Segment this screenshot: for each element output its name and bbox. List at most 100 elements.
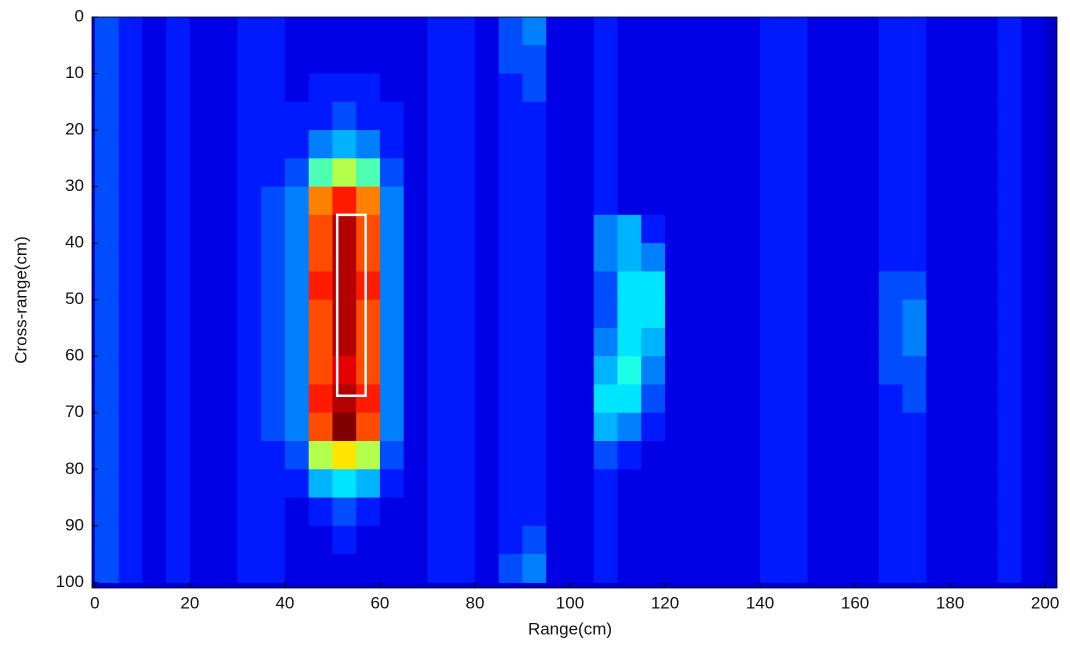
heatmap-cell xyxy=(926,243,951,273)
heatmap-cell xyxy=(522,186,547,216)
heatmap-cell xyxy=(189,101,215,131)
heatmap-cell xyxy=(213,17,238,46)
heatmap-cell xyxy=(973,384,999,414)
y-tick-label: 0 xyxy=(75,6,84,25)
heatmap-cell xyxy=(522,101,547,131)
heatmap-cell xyxy=(308,73,334,103)
heatmap-cell xyxy=(688,130,714,159)
heatmap-cell xyxy=(427,299,452,329)
heatmap-cell xyxy=(213,73,238,103)
heatmap-cell xyxy=(641,497,666,527)
heatmap-cell xyxy=(166,412,191,442)
heatmap-cell xyxy=(997,299,1022,329)
heatmap-cell xyxy=(522,130,547,159)
heatmap-cell xyxy=(569,554,595,583)
heatmap-cell xyxy=(379,17,405,46)
heatmap-cell xyxy=(1021,554,1046,583)
heatmap-cell xyxy=(94,384,120,414)
heatmap-cell xyxy=(902,130,927,159)
heatmap-cell xyxy=(356,469,381,499)
heatmap-cell xyxy=(688,214,714,244)
heatmap-cell xyxy=(926,525,951,555)
heatmap-cell xyxy=(332,412,357,442)
heatmap-cell xyxy=(641,271,666,301)
heatmap-cell xyxy=(997,17,1022,46)
heatmap-cell xyxy=(973,299,999,329)
heatmap-cell xyxy=(665,356,690,386)
heatmap-cell xyxy=(427,17,452,46)
heatmap-cell xyxy=(641,469,666,499)
heatmap-cell xyxy=(878,356,904,386)
heatmap-cell xyxy=(451,243,476,273)
heatmap-cell xyxy=(94,73,120,103)
heatmap-cell xyxy=(379,186,405,216)
heatmap-cell xyxy=(997,554,1022,583)
heatmap-cell xyxy=(712,469,737,499)
heatmap-cell xyxy=(831,356,856,386)
heatmap-cell xyxy=(498,101,524,131)
heatmap-cell xyxy=(950,214,975,244)
heatmap-cell xyxy=(142,101,167,131)
heatmap-cell xyxy=(760,441,785,470)
heatmap-cell xyxy=(94,525,120,555)
heatmap-cell xyxy=(1021,186,1046,216)
heatmap-cell xyxy=(237,73,262,103)
heatmap-cell xyxy=(807,101,832,131)
heatmap-cell xyxy=(213,186,238,216)
heatmap-cell xyxy=(94,243,120,273)
heatmap-cell xyxy=(807,130,832,159)
heatmap-cell xyxy=(665,214,690,244)
heatmap-cell xyxy=(308,101,334,131)
heatmap-cell xyxy=(997,441,1022,470)
heatmap-cell xyxy=(926,158,951,188)
heatmap-cell xyxy=(665,45,690,75)
heatmap-cell xyxy=(736,186,761,216)
heatmap-cell xyxy=(474,271,500,301)
heatmap-cell xyxy=(926,384,951,414)
heatmap-cell xyxy=(950,469,975,499)
heatmap-cell xyxy=(213,243,238,273)
heatmap-cell xyxy=(973,45,999,75)
heatmap-cell xyxy=(237,186,262,216)
heatmap-cell xyxy=(569,299,595,329)
heatmap-cell xyxy=(855,412,880,442)
heatmap-cell xyxy=(807,525,832,555)
heatmap-cell xyxy=(665,497,690,527)
heatmap-cell xyxy=(569,271,595,301)
heatmap-cell xyxy=(688,469,714,499)
heatmap-cell xyxy=(356,186,381,216)
heatmap-cell xyxy=(498,158,524,188)
heatmap-cell xyxy=(237,412,262,442)
heatmap-cell xyxy=(213,469,238,499)
heatmap-cell xyxy=(403,130,429,159)
heatmap-cell xyxy=(665,327,690,357)
heatmap-cell xyxy=(783,299,809,329)
heatmap-cell xyxy=(142,214,167,244)
heatmap-cell xyxy=(474,17,500,46)
heatmap-cell xyxy=(94,101,120,131)
heatmap-cell xyxy=(94,271,120,301)
heatmap-cell xyxy=(237,45,262,75)
heatmap-cell xyxy=(973,356,999,386)
heatmap-cell xyxy=(831,243,856,273)
heatmap-cell xyxy=(213,441,238,470)
heatmap-cell xyxy=(760,17,785,46)
heatmap-cell xyxy=(593,554,619,583)
heatmap-cell xyxy=(831,412,856,442)
heatmap-cell xyxy=(474,497,500,527)
heatmap-cell xyxy=(950,356,975,386)
heatmap-cell xyxy=(855,271,880,301)
heatmap-cell xyxy=(688,356,714,386)
heatmap-cell xyxy=(783,101,809,131)
heatmap-cell xyxy=(451,158,476,188)
heatmap-cell xyxy=(807,271,832,301)
heatmap-cell xyxy=(950,243,975,273)
heatmap-cell xyxy=(403,327,429,357)
heatmap-cell xyxy=(1021,497,1046,527)
heatmap-cell xyxy=(665,130,690,159)
heatmap-cell xyxy=(950,384,975,414)
heatmap-cell xyxy=(474,130,500,159)
heatmap-cell xyxy=(189,158,215,188)
heatmap-cell xyxy=(427,497,452,527)
heatmap-cell xyxy=(997,101,1022,131)
